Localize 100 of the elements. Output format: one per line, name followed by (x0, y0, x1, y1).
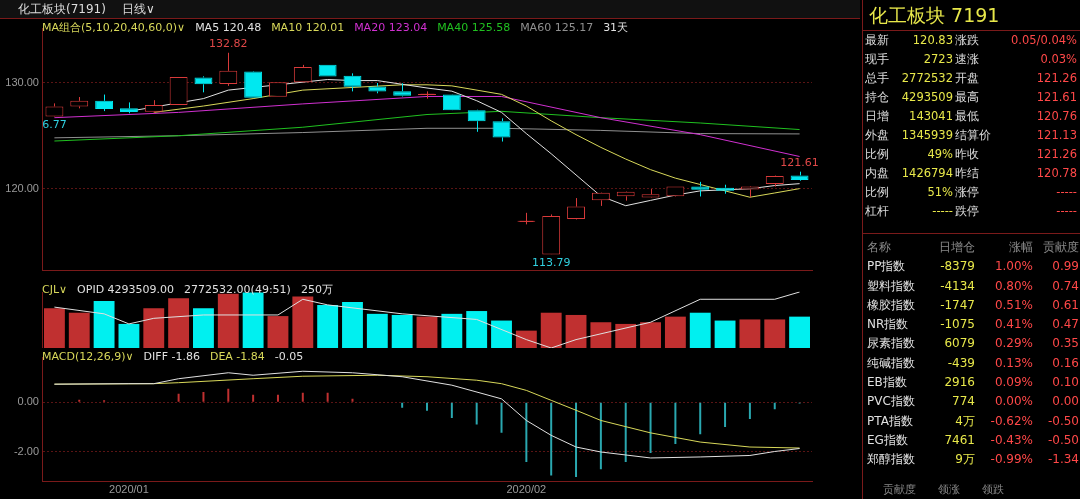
text: PP指数 (867, 258, 907, 276)
chart-title: CJL∨ (42, 283, 68, 296)
text: 涨停 (955, 184, 980, 201)
text: 2772532 (900, 70, 953, 87)
text: 纯碱指数 (867, 354, 916, 372)
text: 日增仓 (938, 239, 975, 256)
text: -1747 (939, 296, 975, 314)
y-tick-label: 0.00 (17, 395, 39, 408)
text: 比例 (865, 184, 890, 201)
text: 橡胶指数 (867, 296, 916, 314)
text: ----- (1055, 184, 1077, 201)
annotation: 31天 (603, 21, 629, 34)
text: 外盘 (865, 127, 890, 144)
text: 49% (926, 146, 953, 163)
text: ----- (1055, 203, 1077, 220)
text: 0.35 (1051, 335, 1079, 353)
text: MA10 120.01 (271, 21, 345, 34)
text: 内盘 (865, 165, 890, 182)
text: 0.10 (1051, 374, 1079, 392)
text: -0.99% (989, 451, 1033, 469)
text: 0.03% (1039, 51, 1077, 68)
text: 4293509 (900, 89, 953, 106)
annotation: 2772532.00(49:51) (184, 283, 291, 296)
text: 120.76 (1035, 108, 1077, 125)
text: -8379 (939, 258, 975, 276)
text: 0.09% (993, 374, 1033, 392)
text: 0.05/0.04% (1010, 32, 1077, 49)
text: 贡献度 (883, 482, 916, 497)
text: 0.99 (1051, 258, 1079, 276)
text: 领跌 (982, 482, 1004, 497)
series-label: OPID 4293509.00 (77, 283, 175, 296)
series-label: DIFF -1.86 (143, 350, 200, 363)
text: 持仓 (865, 89, 890, 106)
text: 比例 (865, 146, 890, 163)
annotation: 250万 (300, 283, 333, 296)
text: 2916 (943, 374, 975, 392)
text: 尿素指数 (867, 335, 916, 353)
text: -0.50 (1046, 412, 1079, 430)
text: 7461 (943, 431, 975, 449)
series-label: DEA -1.84 (209, 350, 265, 363)
text: 昨结 (955, 165, 980, 182)
text: PVC指数 (867, 393, 916, 411)
chart-title: MACD(12,26,9)∨ (42, 350, 134, 363)
text: 0.29% (993, 335, 1033, 353)
text: 0.47 (1051, 316, 1079, 334)
text: MA5 120.48 (195, 21, 262, 34)
text: 0.80% (993, 277, 1033, 295)
text: MA20 123.04 (354, 21, 428, 34)
text: 0.41% (993, 316, 1033, 334)
chart-subtitle: 日线∨ (121, 2, 155, 16)
text: 最新 (865, 32, 890, 49)
annotation: 6.77 (42, 118, 67, 132)
text: EG指数 (867, 431, 909, 449)
annotation: 132.82 (209, 37, 248, 51)
text: 总手 (865, 70, 890, 87)
y-tick-label: 120.00 (5, 181, 39, 194)
text: 120.78 (1035, 165, 1077, 182)
text: 塑料指数 (867, 277, 916, 295)
text: 领涨 (938, 482, 960, 497)
text: MA60 125.17 (520, 21, 594, 34)
text: 0.74 (1051, 277, 1079, 295)
text: -0.50 (1046, 431, 1079, 449)
text: 121.61 (1035, 89, 1077, 106)
x-tick-label: 2020/02 (506, 483, 547, 496)
text: 速涨 (955, 51, 980, 68)
y-tick-label: -2.00 (13, 445, 39, 458)
text: 774 (951, 393, 975, 411)
text: -1075 (939, 316, 975, 334)
text: 杠杆 (865, 203, 890, 220)
text: 日增 (865, 108, 890, 125)
text: PTA指数 (867, 412, 914, 430)
text: NR指数 (867, 316, 910, 334)
text: 0.00 (1051, 393, 1079, 411)
text: -4134 (939, 277, 975, 295)
annotation: 113.79 (531, 255, 571, 269)
legend-title: MA组合(5,10,20,40,60,0)∨ (42, 21, 186, 34)
text: 1426794 (900, 165, 953, 182)
text: 0.00% (993, 393, 1033, 411)
text: -1.34 (1046, 451, 1079, 469)
text: 0.13% (993, 354, 1033, 372)
text: 0.51% (993, 296, 1033, 314)
text: -0.43% (989, 431, 1033, 449)
text: 4万 (954, 412, 975, 430)
text: 贡献度 (1042, 239, 1079, 256)
text: 名称 (867, 239, 892, 256)
text: ----- (931, 203, 953, 220)
annotation: -0.05 (274, 350, 304, 363)
x-tick-label: 2020/01 (109, 483, 149, 496)
text: 0.61 (1051, 296, 1079, 314)
y-tick-label: 130.00 (5, 75, 39, 88)
text: 开盘 (955, 70, 980, 87)
text: 郑醇指数 (867, 451, 916, 469)
annotation: 121.61 (780, 156, 819, 170)
text: 最高 (955, 89, 980, 106)
text: 昨收 (955, 146, 980, 163)
text: 现手 (865, 51, 890, 68)
text: 121.26 (1035, 146, 1077, 163)
text: -439 (946, 354, 975, 372)
text: MA40 125.58 (437, 21, 511, 34)
text: 跌停 (955, 203, 980, 220)
